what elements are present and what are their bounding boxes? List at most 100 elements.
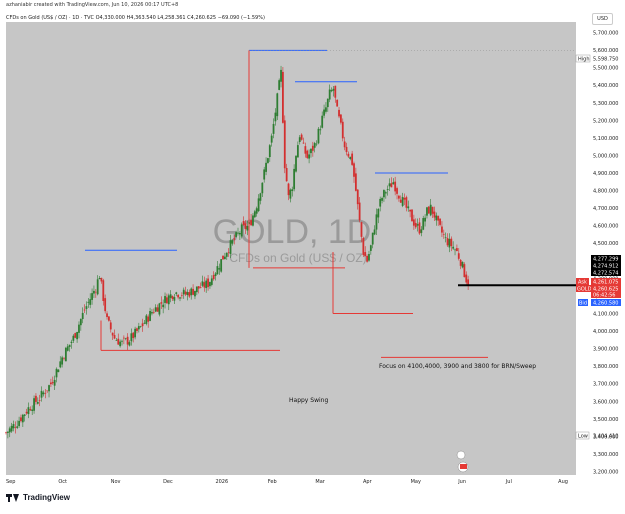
candle-body	[91, 293, 93, 300]
candle-body	[338, 109, 340, 117]
candle-body	[169, 294, 172, 298]
x-tick-label: Feb	[268, 479, 277, 485]
y-tick-label: 5,000.000	[593, 153, 618, 159]
candle-body	[384, 192, 387, 194]
candle-body	[85, 306, 88, 309]
candle-body	[113, 335, 116, 339]
candle-body	[154, 307, 157, 312]
candle-body	[171, 296, 174, 299]
candle-body	[278, 80, 281, 90]
candle-body	[298, 137, 301, 142]
candle-body	[89, 299, 92, 305]
candle-body	[194, 290, 196, 297]
candle-body	[330, 90, 333, 92]
candle-body	[188, 292, 191, 297]
candle-body	[53, 379, 56, 386]
candle-body	[190, 288, 193, 296]
candle-body	[21, 414, 24, 423]
candle-body	[467, 279, 470, 286]
candle-body	[220, 259, 223, 272]
candle-body	[201, 281, 204, 286]
x-tick-label: Mar	[315, 479, 325, 485]
candle-body	[244, 223, 247, 230]
candle-body	[167, 295, 170, 305]
candle-body	[293, 168, 296, 190]
candle-body	[38, 400, 41, 401]
candle-body	[166, 297, 168, 304]
candle-body	[250, 220, 252, 226]
candle-body	[356, 189, 359, 205]
candle-body	[390, 183, 393, 188]
currency-button[interactable]: USD	[592, 13, 613, 25]
y-tick-label: 4,600.000	[593, 224, 618, 230]
y-tick-label: 5,200.000	[593, 118, 618, 124]
candle-body	[81, 312, 84, 320]
candle-body	[36, 401, 39, 404]
y-tick-label: 4,100.000	[593, 311, 618, 317]
candle-body	[371, 232, 374, 245]
candle-body	[295, 155, 297, 172]
candle-body	[182, 289, 185, 295]
candle-body	[192, 288, 194, 295]
candle-body	[396, 188, 398, 194]
candle-body	[394, 181, 397, 192]
candle-body	[416, 224, 419, 226]
y-tick-label: 3,200.000	[593, 469, 618, 475]
candle-body	[368, 254, 370, 261]
candle-body	[442, 234, 445, 236]
event-icon[interactable]	[456, 450, 466, 460]
y-tick-label: 3,300.000	[593, 452, 618, 458]
candle-body	[276, 93, 279, 117]
candle-body	[463, 264, 466, 278]
candle-body	[373, 229, 376, 235]
candle-body	[265, 162, 267, 172]
candle-body	[405, 197, 408, 208]
y-tick-label: 4,900.000	[593, 171, 618, 177]
candle-body	[354, 173, 357, 191]
top-tag-2: 4,274.912	[593, 264, 618, 270]
tradingview-logo-icon	[6, 493, 20, 502]
low-label: Low	[578, 434, 588, 440]
candle-body	[115, 340, 118, 341]
ask-label-box	[576, 278, 589, 285]
candle-body	[16, 426, 19, 428]
candle-body	[261, 182, 264, 194]
candle-body	[388, 183, 391, 187]
candle-body	[392, 182, 395, 185]
x-tick-label: Apr	[363, 479, 373, 485]
candle-body	[310, 148, 312, 154]
y-tick-label: 4,800.000	[593, 189, 618, 195]
candle-body	[147, 316, 150, 322]
candle-body	[59, 361, 62, 368]
candle-body	[238, 232, 241, 235]
candle-body	[360, 222, 363, 237]
y-tick-label: 3,900.000	[593, 347, 618, 353]
candle-body	[304, 146, 307, 154]
bid-value: 4,260.580	[593, 301, 618, 307]
candle-body	[366, 255, 368, 262]
candle-body	[197, 286, 200, 289]
candle-body	[437, 215, 440, 221]
candle-body	[214, 273, 217, 277]
candle-body	[255, 208, 258, 214]
y-tick-label: 4,700.000	[593, 206, 618, 212]
candle-body	[231, 240, 234, 244]
event-icons[interactable]	[456, 450, 469, 473]
candle-body	[61, 357, 64, 365]
y-tick-label: 3,400.000	[593, 434, 618, 440]
y-tick-label: 5,500.000	[593, 66, 618, 72]
candle-body	[349, 156, 352, 159]
candle-body	[383, 190, 385, 198]
candle-body	[424, 217, 426, 222]
high-value: 5,598.750	[593, 57, 618, 63]
candle-body	[160, 302, 163, 304]
tradingview-logo[interactable]: TradingView	[6, 493, 70, 502]
candle-body	[119, 341, 122, 347]
candle-body	[42, 392, 45, 395]
candle-body	[263, 169, 266, 180]
candle-body	[179, 297, 181, 299]
symbol-line: CFDs on Gold (US$ / OZ) · 1D · TVC O4,33…	[6, 15, 265, 21]
top-caption: azhaniabir created with TradingView.com,…	[6, 2, 179, 8]
